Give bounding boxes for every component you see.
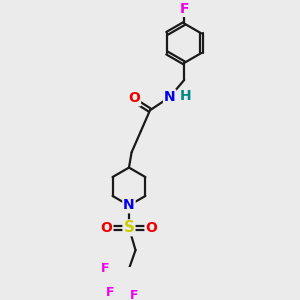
Text: H: H [180,89,191,103]
Text: F: F [106,286,114,299]
Text: N: N [164,90,176,104]
Text: O: O [128,92,140,105]
Text: O: O [146,221,157,235]
Text: F: F [101,262,110,275]
Text: O: O [101,221,112,235]
Text: F: F [179,2,189,16]
Text: S: S [124,220,134,235]
Text: N: N [123,198,135,212]
Text: F: F [130,289,139,300]
